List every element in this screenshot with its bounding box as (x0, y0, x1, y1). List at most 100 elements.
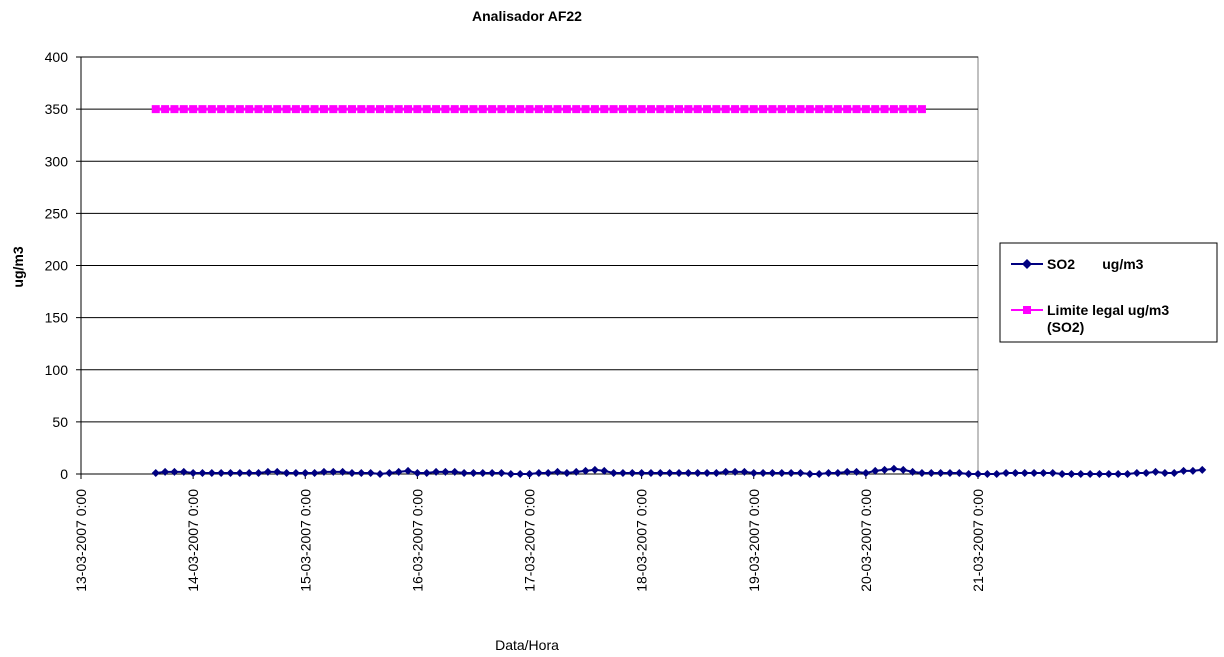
limit-point (861, 105, 870, 114)
limit-point (740, 105, 749, 114)
limit-point (273, 105, 282, 114)
x-axis-ticks: 13-03-2007 0:00 14-03-2007 0:00 15-03-2007… (73, 474, 986, 592)
limit-point (404, 105, 413, 114)
so2-point (460, 468, 469, 477)
limit-point (675, 105, 683, 114)
limit-point (525, 105, 534, 114)
so2-point (712, 468, 721, 477)
legend-so2-marker (1022, 259, 1032, 269)
so2-point (319, 467, 328, 476)
limit-point (245, 105, 254, 114)
x-tick-label: 16-03-2007 0:00 (409, 489, 425, 592)
so2-point (983, 470, 992, 478)
so2-point (964, 470, 973, 478)
so2-point (684, 468, 693, 477)
so2-point (534, 468, 543, 477)
so2-point (861, 468, 870, 477)
so2-point (693, 468, 702, 477)
so2-point (1132, 468, 1141, 477)
limit-point (721, 105, 730, 114)
y-tick-label: 350 (45, 101, 69, 117)
so2-point (749, 468, 758, 477)
chart-title: Analisador AF22 (472, 8, 582, 24)
so2-point (553, 467, 562, 476)
limit-point (151, 105, 160, 114)
x-tick-label: 13-03-2007 0:00 (73, 489, 89, 592)
limit-point (291, 105, 300, 114)
so2-point (646, 468, 655, 477)
so2-point (562, 468, 571, 477)
y-tick-label: 300 (45, 153, 69, 169)
so2-point (1039, 468, 1048, 477)
limit-point (329, 105, 338, 114)
so2-point (198, 468, 207, 477)
y-axis-title: ug/m3 (10, 246, 26, 287)
so2-point (731, 467, 740, 476)
limit-point (731, 105, 740, 114)
y-tick-label: 250 (45, 205, 69, 221)
x-tick-label: 21-03-2007 0:00 (970, 489, 986, 592)
legend-limit-label-line2: (SO2) (1047, 319, 1084, 335)
so2-point (478, 468, 487, 477)
so2-point (394, 467, 403, 476)
y-tick-label: 150 (45, 310, 69, 326)
so2-point (1160, 468, 1169, 477)
y-tick-label: 100 (45, 362, 69, 378)
so2-point (768, 468, 777, 477)
so2-point (936, 468, 945, 477)
limit-point (562, 105, 571, 114)
so2-point (450, 467, 459, 476)
limit-point (441, 105, 450, 114)
limit-point (460, 105, 469, 114)
so2-point (908, 467, 917, 476)
so2-point (815, 470, 824, 478)
limit-point (665, 105, 674, 114)
so2-point (927, 468, 936, 477)
limit-point (768, 105, 777, 114)
limit-point (777, 105, 786, 114)
legend-limit-marker (1023, 306, 1031, 314)
limit-point (553, 105, 562, 114)
limit-point (805, 105, 814, 114)
so2-point (833, 468, 842, 477)
so2-point (1058, 470, 1067, 478)
limit-point (357, 105, 366, 114)
x-tick-label: 17-03-2007 0:00 (522, 489, 538, 592)
limit-point (703, 105, 712, 114)
so2-point (413, 468, 422, 477)
so2-point (189, 468, 198, 477)
limit-point (497, 105, 506, 114)
so2-point (310, 468, 319, 477)
so2-point (291, 468, 300, 477)
so2-point (544, 468, 553, 477)
so2-point (955, 468, 964, 477)
limit-point (759, 105, 768, 114)
legend-limit-label: Limite legal ug/m3 (1047, 302, 1169, 318)
so2-point (628, 468, 637, 477)
so2-point (572, 467, 581, 476)
limit-point (749, 105, 758, 114)
so2-point (1030, 468, 1039, 477)
so2-point (338, 467, 347, 476)
so2-point (301, 468, 310, 477)
x-tick-label: 18-03-2007 0:00 (634, 489, 650, 592)
so2-point (1020, 468, 1029, 477)
limit-point (871, 105, 880, 114)
limit-point (618, 105, 627, 114)
limit-point (394, 105, 403, 114)
so2-point (824, 468, 833, 477)
limit-point (712, 105, 721, 114)
so2-point (675, 468, 683, 477)
so2-point (945, 468, 954, 477)
so2-point (357, 468, 366, 477)
limit-point (376, 105, 384, 114)
limit-point (824, 105, 833, 114)
so2-point (1151, 467, 1160, 476)
so2-point (992, 470, 1001, 478)
limit-point (628, 105, 637, 114)
so2-point (235, 468, 244, 477)
so2-point (516, 470, 525, 478)
limit-point (516, 105, 525, 114)
so2-point (226, 468, 235, 477)
x-tick-label: 19-03-2007 0:00 (746, 489, 762, 592)
